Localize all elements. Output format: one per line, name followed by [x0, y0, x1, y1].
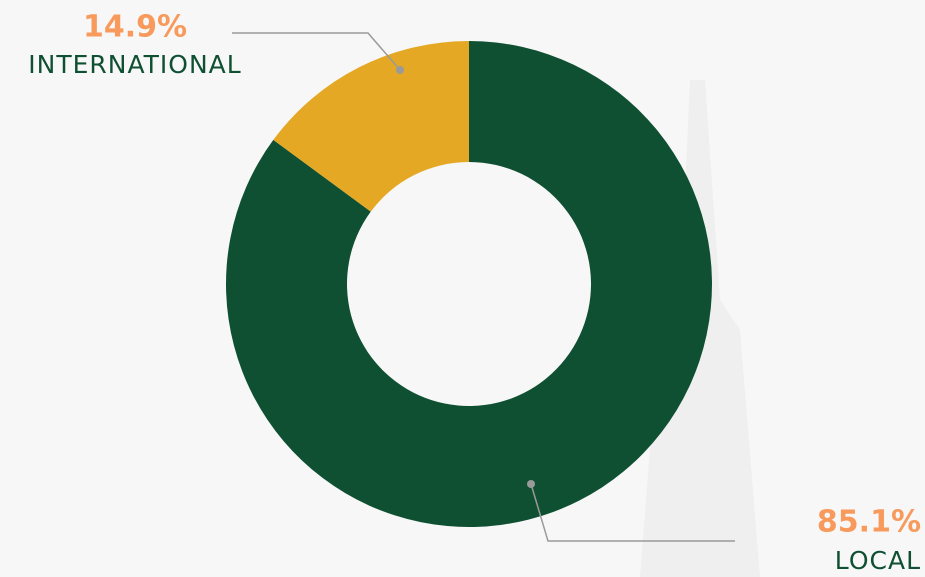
- leader-dot: [396, 66, 404, 74]
- value-label: 85.1%: [817, 505, 921, 540]
- page: {"chart_data": {"type": "pie", "categori…: [0, 0, 925, 577]
- value-label: 14.9%: [83, 10, 187, 45]
- leader-dot: [527, 480, 535, 488]
- category-label: LOCAL: [835, 546, 921, 575]
- category-label: INTERNATIONAL: [28, 50, 241, 79]
- plot: 85.1% LOCAL 14.9% INTERNATIONAL: [28, 10, 921, 576]
- chart: 85.1% LOCAL 14.9% INTERNATIONAL: [0, 0, 925, 577]
